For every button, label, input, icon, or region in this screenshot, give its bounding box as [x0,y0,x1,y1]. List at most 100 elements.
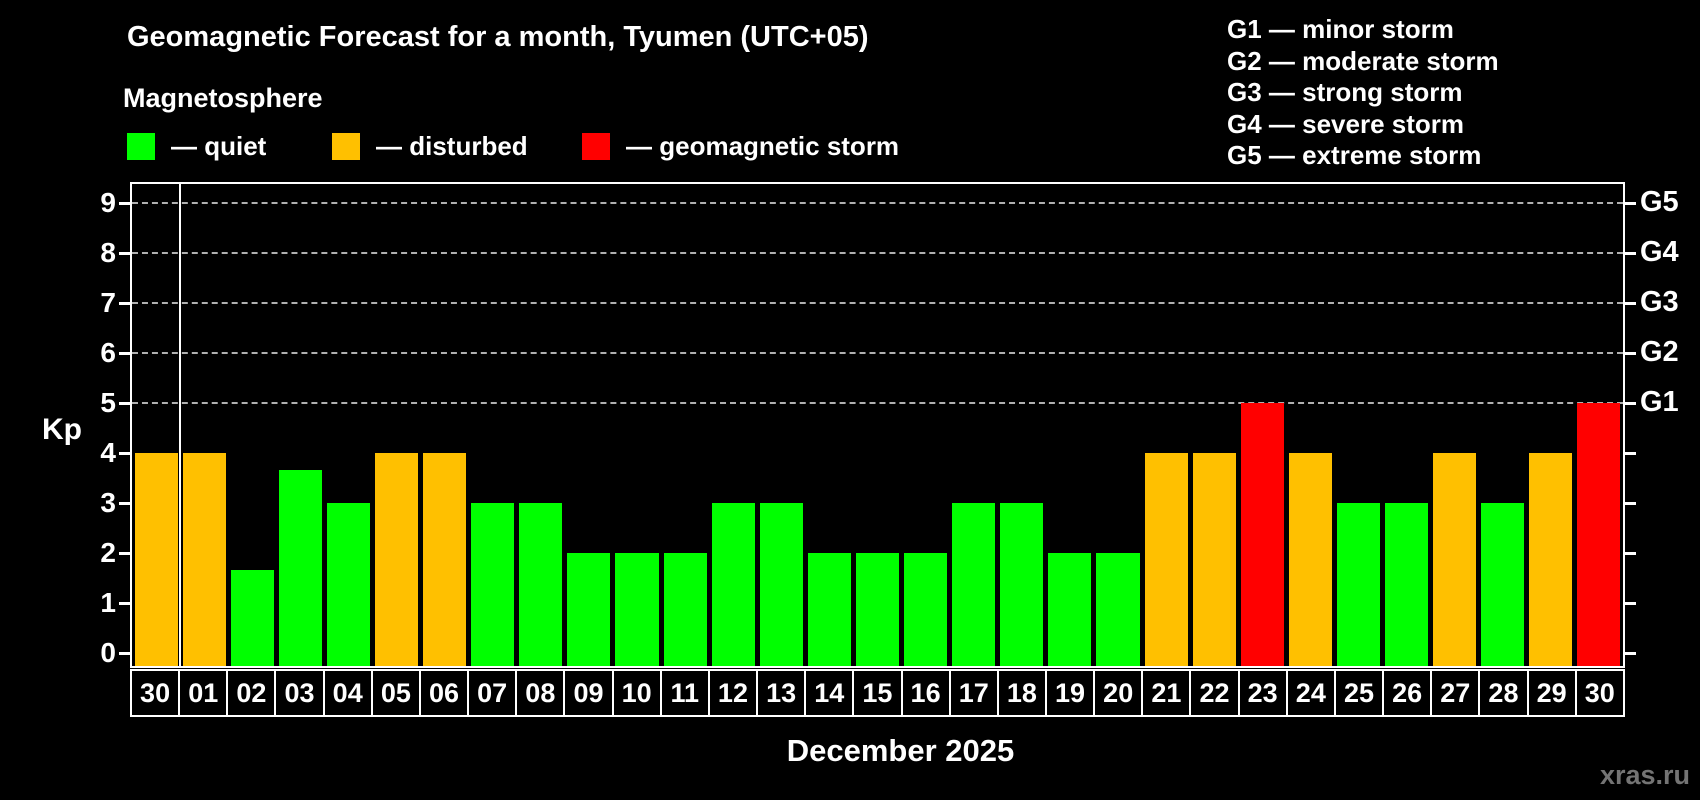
bar-day-05 [374,453,419,666]
quiet-color-swatch [127,132,155,160]
legend-label-disturbed: — disturbed [376,130,528,161]
day-cell-9: 09 [565,671,614,715]
left-axis-tick-4 [119,452,130,455]
day-cell-1: 01 [180,671,229,715]
day-cell-2: 02 [228,671,277,715]
legend-item-quiet: — quiet [127,131,266,161]
bar-day-14 [807,553,851,666]
y-tick-label-7: 7 [100,287,116,318]
bar-day-11 [663,553,707,666]
legend-label-storm: — geomagnetic storm [626,130,900,161]
day-cell-5: 05 [373,671,421,715]
bar-day-13 [759,503,803,666]
bar-day-21 [1144,453,1188,666]
day-cell-3: 03 [276,671,325,715]
g-level-label-g5: G5 [1640,186,1679,218]
bar-day-06 [423,453,467,666]
y-tick-label-0: 0 [100,637,116,668]
bar-day-16 [904,553,948,666]
right-axis-tick-8 [1625,252,1636,255]
bar-day-28 [1481,503,1525,666]
bar-day-18 [1000,503,1044,666]
legend-label-quiet: — quiet [171,130,267,161]
gridline-kp7 [132,302,1623,304]
day-cell-4: 04 [325,671,373,715]
day-cell-26: 26 [1384,671,1433,715]
left-axis-tick-0 [119,652,130,655]
storm-color-swatch [582,132,610,160]
right-axis-tick-0 [1625,652,1636,655]
day-cell-24: 24 [1288,671,1336,715]
bar-day-19 [1048,553,1092,666]
y-tick-label-6: 6 [100,337,116,368]
right-axis-tick-5 [1625,402,1636,405]
y-axis-title: Kp [42,413,82,446]
day-cell-0: 30 [132,671,181,715]
day-cell-18: 18 [999,671,1047,715]
left-axis-tick-9 [119,202,130,205]
left-axis-tick-8 [119,252,130,255]
y-tick-label-4: 4 [100,437,116,468]
bar-day-27 [1433,453,1477,666]
day-cell-17: 17 [951,671,999,715]
g-legend-line-g2: G2 — moderate storm [1227,45,1499,76]
g-level-label-g4: G4 [1640,236,1679,268]
day-cell-12: 12 [710,671,759,715]
bar-day-26 [1385,503,1429,666]
y-tick-label-1: 1 [100,587,116,618]
day-cell-6: 06 [421,671,470,715]
legend-item-disturbed: — disturbed [332,131,528,161]
bar-day-10 [615,553,659,666]
day-cell-22: 22 [1191,671,1240,715]
day-cell-10: 10 [614,671,662,715]
day-cell-20: 20 [1095,671,1144,715]
right-axis-tick-6 [1625,352,1636,355]
day-cell-15: 15 [854,671,903,715]
gridline-kp8 [132,252,1623,254]
gridline-kp6 [132,352,1623,354]
bar-day-30 [134,453,178,666]
bar-day-03 [278,469,322,666]
plot-area [130,182,1625,668]
right-axis-tick-1 [1625,602,1636,605]
bar-day-07 [471,503,515,666]
y-tick-label-9: 9 [100,187,116,218]
y-tick-label-8: 8 [100,237,116,268]
bar-day-22 [1192,453,1236,666]
day-cell-14: 14 [806,671,855,715]
day-cell-13: 13 [758,671,807,715]
day-cell-30: 30 [1584,677,1615,708]
bar-day-12 [711,503,755,666]
g-legend-line-g3: G3 — strong storm [1227,77,1463,107]
bar-day-24 [1288,453,1332,666]
bar-day-30 [1577,403,1621,666]
day-cell-11: 11 [662,671,710,715]
bar-day-15 [855,553,900,666]
g-legend-line-g4: G4 — severe storm [1227,108,1465,139]
day-cell-23: 23 [1240,671,1288,715]
bar-day-25 [1336,503,1380,666]
gridline-kp5 [132,402,1623,404]
day-label-row: 30 01 02 03 04 05 06 07 08 09 10 11 12 13 14 15 16 17 18 19… [130,669,1625,717]
day-cell-27: 27 [1432,671,1481,715]
y-tick-label-2: 2 [100,537,116,568]
chart-title: Geomagnetic Forecast for a month, Tyumen… [127,21,869,53]
g-legend-line-g1: G1 — minor storm [1227,14,1454,44]
month-separator-line [179,184,182,666]
bar-day-08 [519,503,563,666]
g-legend-line-g5: G5 — extreme storm [1227,140,1482,170]
left-axis-tick-6 [119,352,130,355]
bar-day-20 [1096,553,1140,666]
y-tick-label-5: 5 [100,387,116,418]
g-scale-legend: G1 — minor storm G2 — moderate storm G3 … [1227,14,1499,172]
day-cell-29: 29 [1529,671,1577,715]
magnetosphere-label: Magnetosphere [123,83,323,113]
legend-item-storm: — geomagnetic storm [582,131,899,161]
g-level-label-g1: G1 [1640,386,1679,418]
x-axis-title: December 2025 [786,733,1015,768]
left-axis-tick-5 [119,402,130,405]
left-axis-tick-1 [119,602,130,605]
bar-day-17 [952,503,996,666]
bar-day-04 [326,503,370,666]
